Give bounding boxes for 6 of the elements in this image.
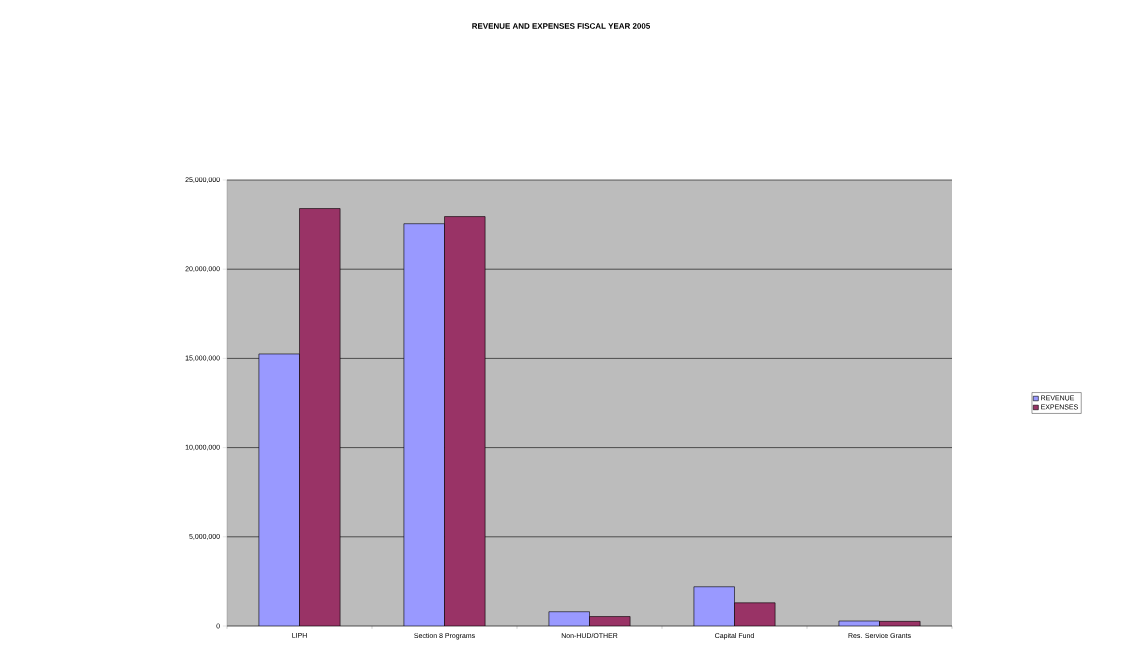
bar — [403, 223, 445, 626]
bar — [258, 353, 300, 626]
bar — [734, 602, 776, 626]
bar — [693, 586, 735, 626]
bar — [299, 208, 341, 626]
bar — [444, 216, 486, 626]
